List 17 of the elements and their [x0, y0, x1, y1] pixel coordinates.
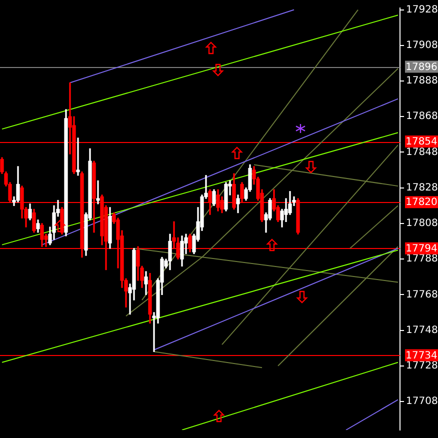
y-tick-label: 17768	[406, 289, 438, 300]
ref-line-label: 17896	[406, 62, 438, 73]
y-tick-label: 17928	[406, 4, 438, 16]
y-tick-label: 17808	[406, 218, 438, 230]
y-tick-label: 17828	[406, 182, 438, 194]
ref-line-label: 17734	[406, 350, 438, 362]
y-tick-label: 17708	[406, 396, 438, 408]
ref-line-label: 17854	[406, 136, 438, 148]
y-tick-label: 17788	[406, 254, 438, 265]
ref-line-label: 17794	[406, 243, 438, 254]
y-tick-label: 17848	[406, 146, 438, 158]
y-tick-label: 17888	[406, 76, 438, 87]
y-tick-label: 17728	[406, 360, 438, 372]
ref-line-label: 17820	[406, 197, 438, 208]
y-tick-label: 17748	[406, 324, 438, 336]
y-tick-label: 17908	[406, 40, 438, 51]
y-tick-label: 17868	[406, 111, 438, 122]
